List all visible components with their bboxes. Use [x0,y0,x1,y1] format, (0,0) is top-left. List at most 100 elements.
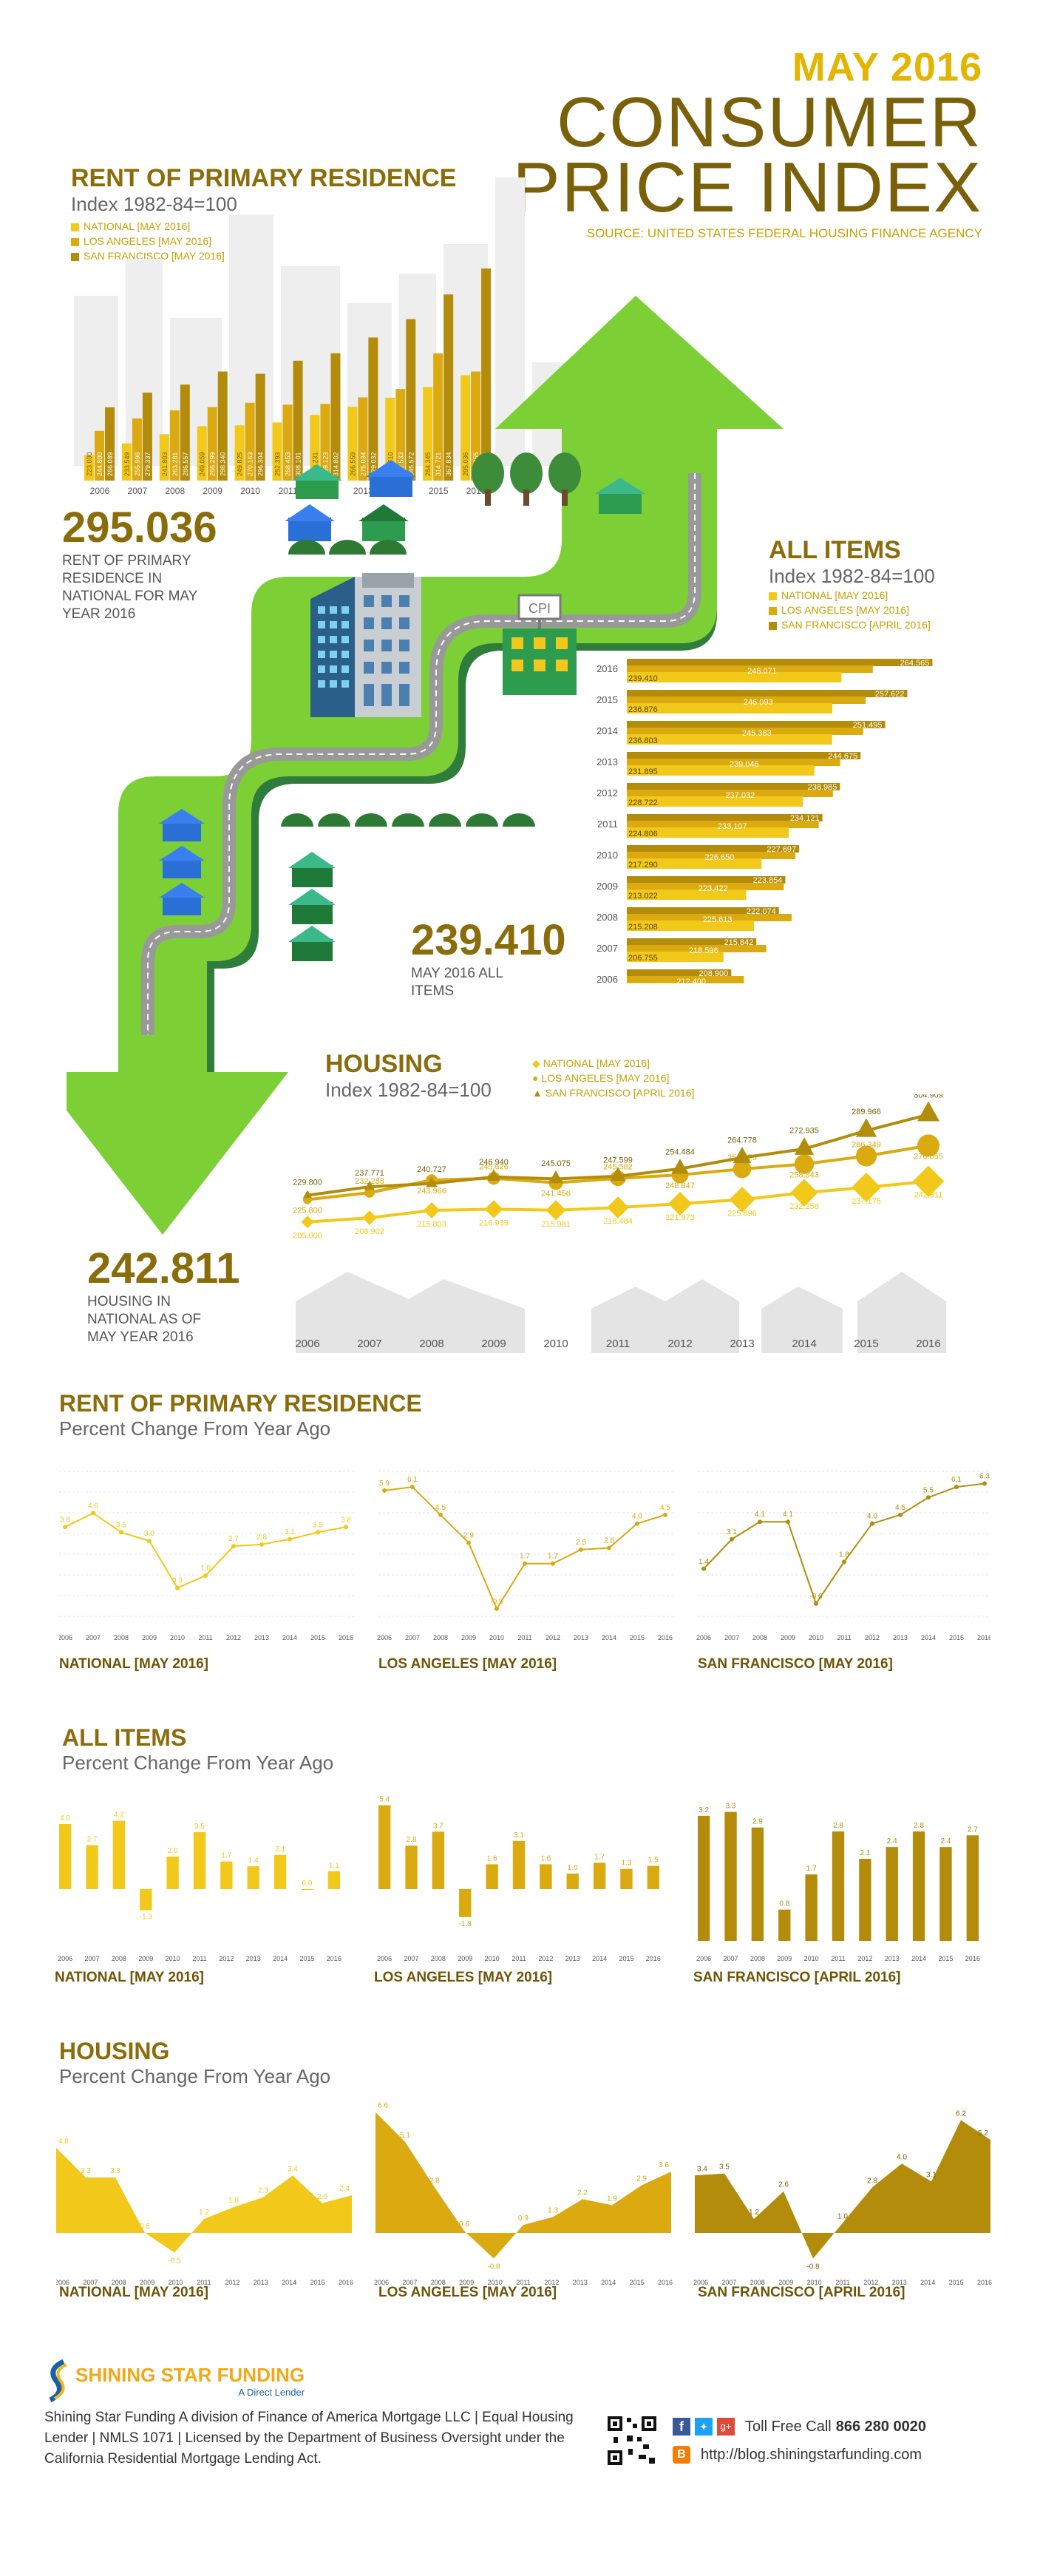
point-marker [523,1561,527,1566]
bar-value-label: 264.565 [900,659,930,668]
blogger-icon[interactable]: B [673,2446,690,2464]
tick-label: 2011 [835,2279,849,2286]
tick-label: 2009 [461,1634,476,1641]
legend-swatch [71,252,79,261]
twitter-icon[interactable]: ✦ [695,2418,713,2436]
tick-label: 2013 [730,1338,754,1350]
all-change-charts: 4.0 2006 2.7 2007 4.2 2008 -1.3 2009 2.0 2010 3.5 2… [58,1796,980,1962]
qr-code-icon[interactable] [606,2415,658,2467]
bar-value-label: 223.422 [699,884,728,893]
bar-value-label: 3.1 [514,1831,524,1840]
bar-value-label: 275.034 [359,452,367,476]
bar-value-label: 231.895 [628,767,658,776]
logo-name: SHINING STAR FUNDING [75,2364,305,2386]
bar-value-label: 3.3 [726,1803,736,1811]
point-marker [701,1566,706,1571]
legend-swatch [71,223,79,231]
point-label: 1.2 [749,2209,759,2217]
social-row: f ✦ g+ Toll Free Call 866 280 0020 [673,2418,926,2436]
rent-change-label-national: NATIONAL [MAY 2016] [59,1656,209,1672]
point-label: 2.0 [317,2193,327,2201]
all-change-label-la: LOS ANGELES [MAY 2016] [374,1970,553,1985]
legend-swatch [769,592,777,600]
point-label: 0.9 [518,2214,529,2223]
tick-label: 2008 [752,1634,767,1641]
bar-value-label: 249.825 [237,452,244,476]
triangle-marker [426,1176,438,1187]
point-label: 3.3 [81,2167,91,2175]
tick-label: 2012 [863,2279,878,2286]
bar [627,876,786,884]
series-line [703,1482,985,1606]
bar-value-label: 5.4 [379,1796,390,1804]
point-label: 3.5 [313,1521,323,1529]
bar-value-label: 0.0 [302,1880,313,1888]
bar [486,1864,498,1889]
bar [272,422,282,481]
google-plus-icon[interactable]: g+ [717,2418,735,2436]
legend-sf: SAN FRANCISCO [APRIL 2016] [769,617,935,632]
point-marker [119,1530,123,1535]
point-label: 247.599 [603,1156,633,1165]
all-items-index-chart: 2016 239.410 248.071 264.565 2015 236.876 246.… [597,659,933,983]
tick-label: 2016 [646,1955,661,1962]
tick-label: 2006 [696,1634,711,1641]
bar [627,907,779,915]
bar [627,721,886,728]
point-label: 216.935 [479,1218,509,1227]
bar-value-label: 2.8 [833,1822,843,1830]
point-label: 3.5 [719,2163,730,2172]
bar [320,404,330,481]
point-label: 2.9 [463,1531,474,1539]
bar-value-label: 2.7 [968,1826,978,1834]
tick-label: 2009 [481,1338,506,1350]
bar-value-label: 1.4 [248,1857,259,1865]
bar [627,976,744,983]
bar-value-label: 259.231 [311,452,319,476]
tick-label: 2010 [169,2279,183,2286]
bar [627,765,815,776]
housing-change-label-sf: SAN FRANCISCO [APRIL 2016] [698,2285,905,2300]
facebook-icon[interactable]: f [673,2418,690,2436]
bar-value-label: 2.4 [941,1837,951,1845]
tick-label: 2015 [854,1338,878,1350]
phone-number[interactable]: 866 280 0020 [835,2418,927,2435]
rent-big-number: 295.036 [62,504,217,552]
point-label: 5.1 [400,2132,410,2140]
arrow-shadow [207,429,717,1072]
tick-label: 2014 [601,2279,616,2286]
point-label: 4.8 [58,2138,69,2146]
bar-value-label: 248.071 [747,667,777,676]
point-marker [954,1485,959,1490]
bar [566,1874,579,1889]
triangle-marker [487,1169,500,1181]
bar-value-label: -1.8 [459,1920,472,1928]
footer: SHINING STAR FUNDING A Direct Lender Shi… [44,2359,998,2470]
tick-label: 2010 [543,1338,568,1350]
phone-label: Toll Free Call [745,2418,832,2435]
housing-change-charts: 4.8 2006 3.3 2007 3.3 2008 0.5 2009 -0.5 2010 1.2 2… [56,2102,992,2286]
point-label: 4.5 [435,1504,446,1512]
bar-value-label: 241.803 [161,452,169,476]
bar-value-label: 224.806 [628,830,658,838]
point-label: 266.349 [852,1140,881,1149]
point-label: 2.7 [228,1535,239,1543]
all-items-big-caption: MAY 2016 ALL ITEMS [411,966,503,999]
bar [627,790,833,797]
logo-icon [49,2359,67,2403]
bar [627,858,762,869]
bar [86,1845,98,1889]
point-label: 229.800 [293,1179,322,1187]
housing-change-label-national: NATIONAL [MAY 2016] [59,2285,209,2300]
blog-link[interactable]: http://blog.shiningstarfunding.com [701,2446,922,2463]
tick-label: 2016 [597,663,618,674]
bar [293,360,303,481]
bar [310,415,320,481]
legend-label: LOS ANGELES [MAY 2016] [781,604,910,616]
point-marker [438,1512,443,1517]
tick-label: 2006 [693,2279,708,2286]
houses-middle [288,852,336,961]
point-label: 3.4 [288,2165,298,2173]
tick-label: 2011 [597,818,618,830]
point-label: 2.8 [429,2177,440,2185]
